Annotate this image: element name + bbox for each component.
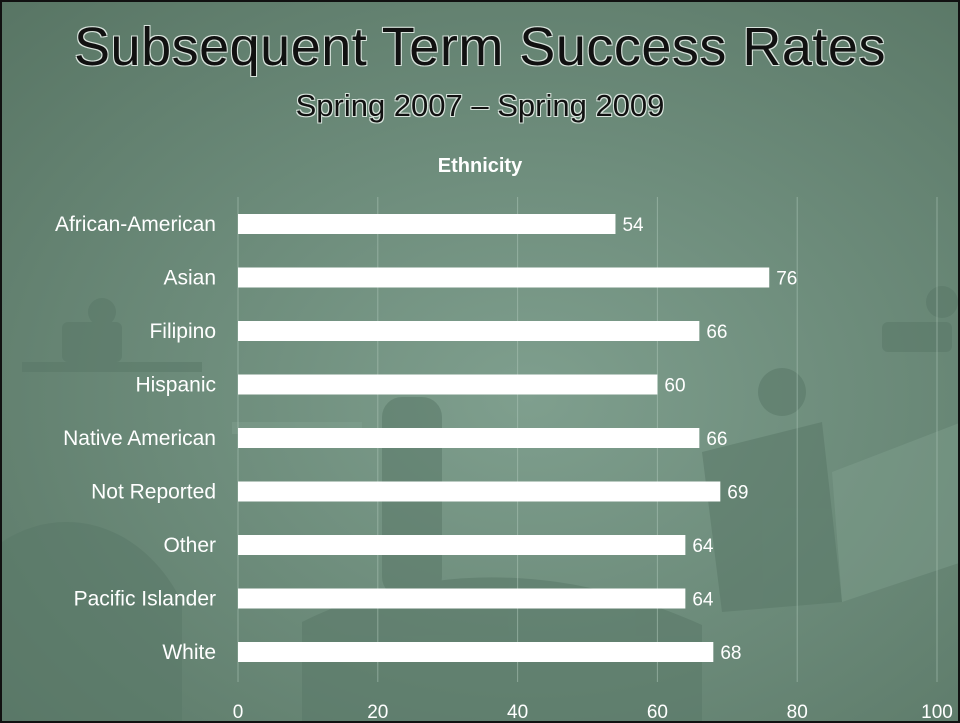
bar-asian	[238, 267, 770, 288]
category-label-other: Other	[163, 534, 216, 557]
x-tick-label-100: 100	[921, 702, 953, 723]
value-label-not-reported: 69	[727, 483, 748, 504]
category-label-asian: Asian	[163, 267, 216, 290]
slide-title: Subsequent Term Success Rates	[74, 17, 886, 77]
bar-african-american	[238, 214, 616, 234]
value-label-other: 64	[692, 536, 714, 557]
value-label-hispanic: 60	[664, 376, 685, 397]
category-label-pacific-islander: Pacific Islander	[74, 588, 216, 611]
category-label-not-reported: Not Reported	[91, 481, 216, 504]
bar-white	[238, 642, 714, 662]
category-label-hispanic: Hispanic	[135, 374, 216, 397]
bar-pacific-islander	[238, 588, 686, 609]
bar-filipino	[238, 321, 700, 341]
value-label-pacific-islander: 64	[692, 590, 714, 611]
x-tick-label-60: 60	[647, 702, 668, 723]
bar-hispanic	[238, 374, 658, 395]
value-label-asian: 76	[776, 269, 797, 290]
x-tick-label-80: 80	[787, 702, 808, 723]
value-label-african-american: 54	[622, 215, 644, 236]
value-label-filipino: 66	[706, 322, 727, 343]
category-label-african-american: African-American	[55, 213, 216, 236]
category-label-filipino: Filipino	[149, 320, 216, 343]
value-label-native-american: 66	[706, 429, 727, 450]
x-tick-label-40: 40	[507, 702, 528, 723]
chart-title: Ethnicity	[437, 155, 523, 177]
category-label-native-american: Native American	[63, 427, 216, 450]
value-label-white: 68	[720, 643, 741, 664]
x-tick-label-20: 20	[367, 702, 388, 723]
category-label-white: White	[162, 641, 216, 664]
bar-native-american	[238, 428, 700, 448]
x-tick-label-0: 0	[233, 702, 244, 723]
bar-not-reported	[238, 481, 721, 502]
slide-subtitle: Spring 2007 – Spring 2009	[295, 88, 665, 123]
bar-other	[238, 535, 686, 555]
